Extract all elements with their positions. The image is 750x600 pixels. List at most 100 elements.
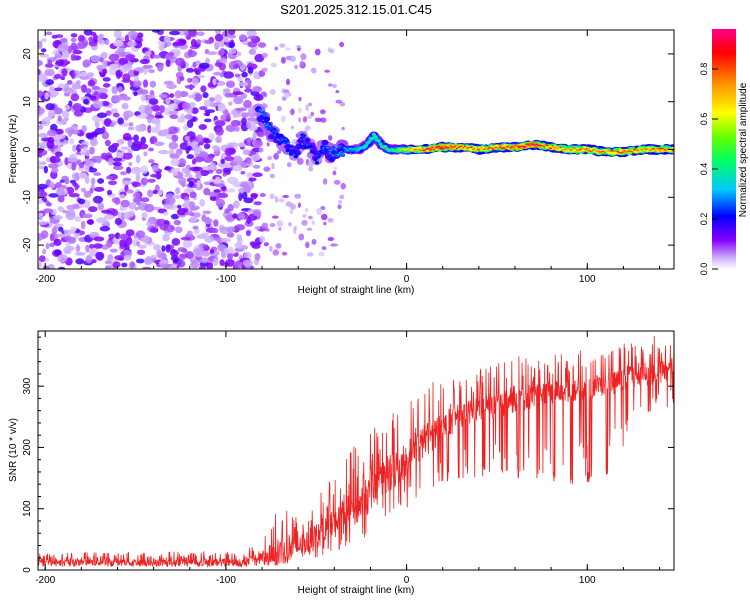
noise-blob [252,38,260,43]
noise-blob [38,90,43,98]
ridge-mark [319,153,322,156]
ridge-mark [490,146,492,149]
scatter-blob [271,162,275,170]
scatter-blob [306,227,313,231]
ridge-mark [652,147,655,150]
ridge-mark [273,134,276,137]
scatter-blob [278,198,285,203]
noise-blob [177,204,182,209]
noise-blob [208,191,219,197]
noise-blob [45,242,50,250]
noise-blob [38,261,42,269]
noise-blob [198,124,207,130]
ridge-mark [439,147,442,149]
noise-blob [120,171,128,176]
ridge-mark [390,150,393,152]
noise-blob [133,134,139,142]
noise-blob [234,73,241,78]
noise-blob [64,104,71,110]
noise-blob [215,30,222,35]
noise-blob [70,226,77,232]
noise-blob [50,156,61,164]
snr-x-label: Height of straight line (km) [298,585,415,596]
ridge-mark [321,139,329,146]
noise-blob [251,121,256,130]
noise-blob [108,53,120,62]
noise-blob [182,239,193,248]
ridge-mark [403,148,406,151]
noise-blob [168,141,179,150]
scatter-blob [278,227,282,231]
noise-blob [77,40,88,50]
noise-blob [239,182,249,188]
noise-blob [93,243,103,249]
noise-blob [142,64,154,69]
noise-blob [251,243,261,249]
noise-blob [80,71,88,77]
noise-blob [212,78,217,86]
noise-blob [38,255,46,262]
scatter-blob [271,215,279,219]
colorbar-tick-label: 0.0 [699,263,709,276]
ridge-mark [584,148,587,151]
noise-blob [246,30,257,37]
ridge-mark [460,145,463,147]
ridge-mark [394,150,396,152]
noise-blob [165,97,171,105]
noise-blob [170,167,181,172]
ridge-mark [285,138,288,140]
noise-blob [253,93,264,101]
noise-blob [195,171,202,180]
noise-blob [234,242,243,249]
noise-blob [76,80,81,85]
noise-blob [55,151,63,157]
noise-blob [54,249,61,256]
ridge-mark [426,147,429,150]
scatter-blob [261,52,268,59]
noise-blob [136,258,145,264]
noise-blob [61,68,68,77]
ridge-mark [501,147,504,150]
ridge-mark [270,132,273,135]
noise-blob [224,147,233,157]
noise-blob [213,189,221,193]
noise-blob [161,245,166,253]
noise-blob [111,95,122,103]
noise-blob [200,232,209,237]
scatter-blob [318,251,325,257]
noise-blob [159,105,165,114]
scatter-blob [269,88,276,95]
ridge-mark [468,146,471,149]
noise-blob [69,129,80,135]
scatter-blob [276,220,284,228]
ridge-mark [314,161,320,165]
ridge-mark [314,151,317,153]
noise-blob [226,188,236,193]
scatter-blob [311,220,315,225]
noise-blob [38,40,43,50]
noise-blob [74,216,82,222]
noise-blob [54,87,63,92]
noise-blob [199,106,208,111]
noise-blob [175,57,186,67]
ridge-mark [387,147,390,150]
noise-blob [171,134,179,142]
noise-blob [151,164,159,172]
ridge-mark [626,151,629,153]
x-tick-label: -100 [216,274,236,285]
scatter-blob [310,67,317,74]
noise-blob [214,120,226,127]
ridge-mark [272,130,275,132]
ridge-mark [332,150,337,154]
ridge-mark [268,125,271,128]
ridge-mark [582,148,585,150]
noise-blob [119,243,125,249]
noise-blob [204,118,212,123]
scatter-blob [328,135,333,141]
noise-blob [97,35,102,44]
scatter-blob [314,48,321,56]
noise-blob [170,248,176,254]
ridge-mark [472,148,475,151]
noise-blob [246,120,252,129]
noise-blob [49,242,55,248]
